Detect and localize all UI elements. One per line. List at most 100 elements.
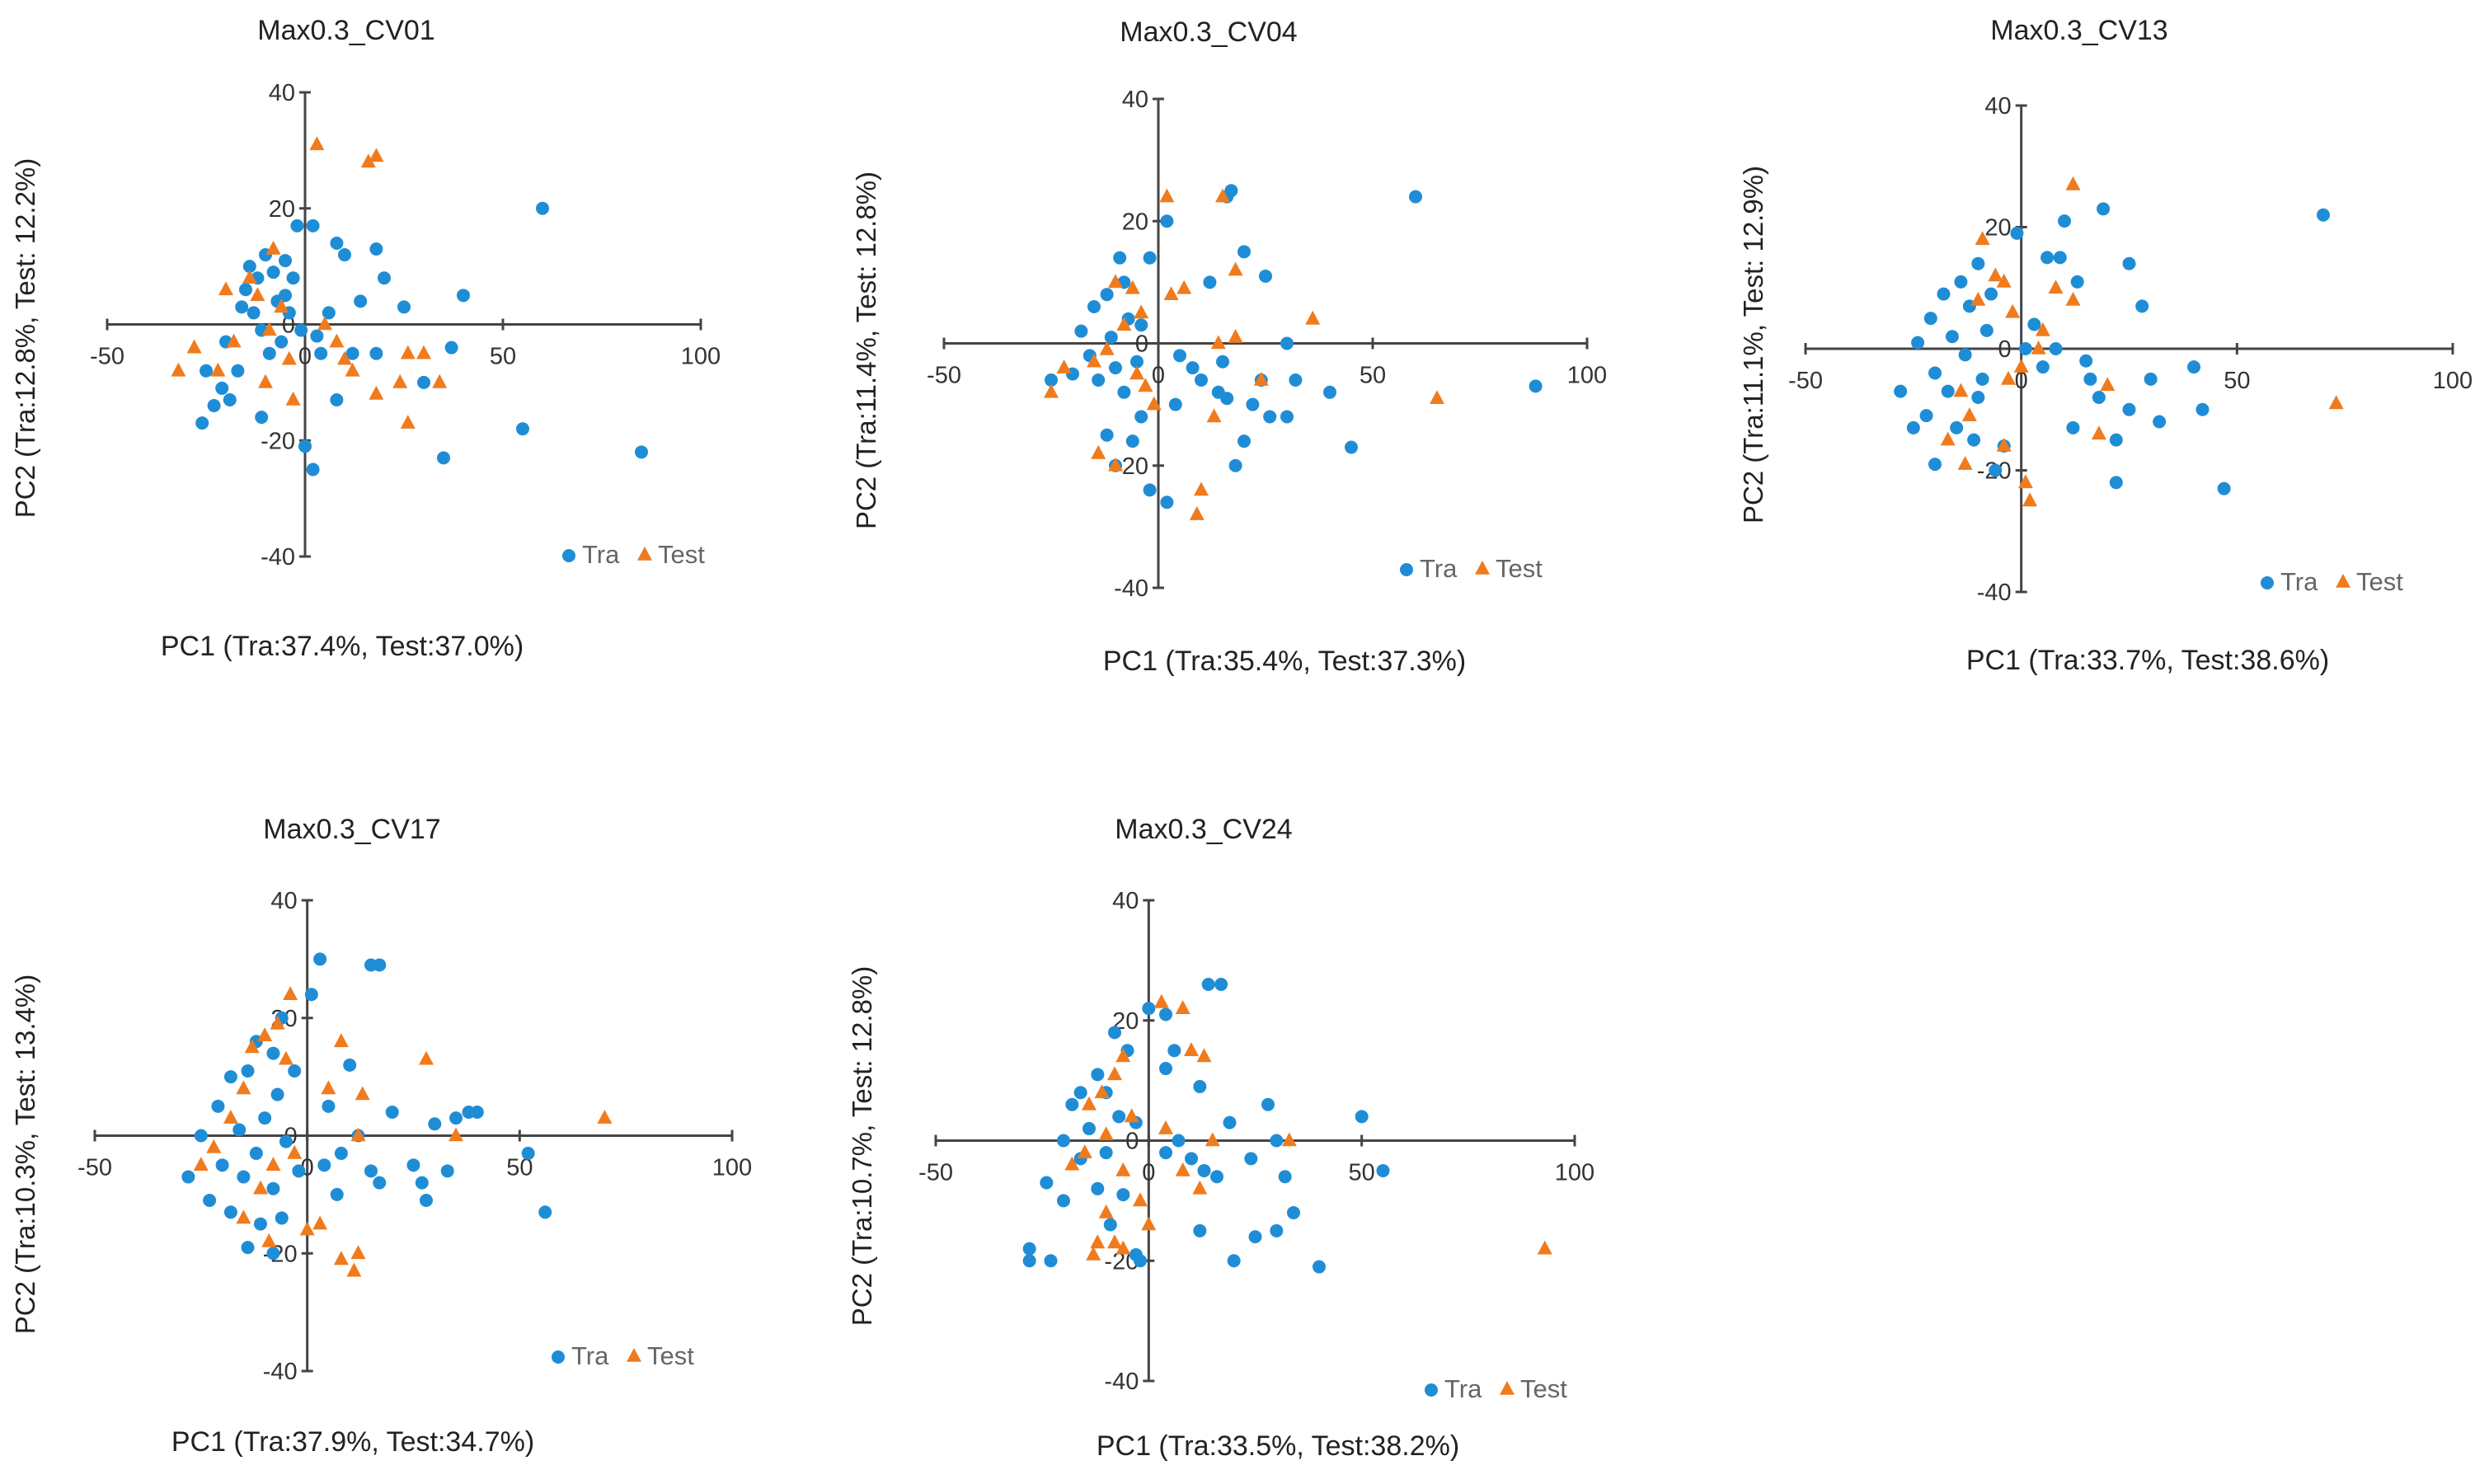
data-point-tra — [270, 1087, 284, 1101]
data-point-test — [1115, 1048, 1131, 1063]
data-point-test — [1281, 1132, 1297, 1147]
data-point-test — [1141, 1216, 1157, 1231]
data-point-tra — [2122, 402, 2136, 416]
x-axis-label: PC1 (Tra:37.4%, Test:37.0%) — [161, 631, 524, 662]
x-tick-label: 100 — [712, 1155, 752, 1181]
data-point-tra — [322, 306, 336, 320]
data-point-test — [2017, 474, 2033, 489]
legend-marker-tra — [562, 549, 575, 562]
data-point-tra — [181, 1170, 195, 1184]
data-point-tra — [310, 329, 324, 343]
data-point-tra — [1040, 1176, 1054, 1190]
data-point-tra — [313, 952, 327, 966]
legend-label-test: Test — [647, 1341, 694, 1370]
legend-marker-tra — [1425, 1383, 1438, 1397]
data-point-test — [2048, 279, 2064, 294]
legend-label-test: Test — [1520, 1374, 1567, 1403]
y-tick-label: 20 — [1984, 215, 2011, 242]
data-point-tra — [1113, 251, 1127, 265]
legend-marker-tra — [1400, 563, 1413, 576]
series-test — [171, 136, 448, 429]
data-point-tra — [1022, 1254, 1036, 1268]
data-point-tra — [1937, 287, 1951, 301]
data-point-tra — [2018, 342, 2032, 355]
data-point-tra — [1928, 458, 1942, 472]
panel-title: Max0.3_CV24 — [1115, 814, 1292, 845]
data-point-tra — [2195, 402, 2210, 416]
data-point-tra — [1073, 1086, 1087, 1100]
data-point-test — [1098, 1126, 1114, 1140]
data-point-tra — [1092, 373, 1106, 387]
legend-label-test: Test — [658, 540, 705, 569]
data-point-tra — [1160, 495, 1174, 510]
y-tick-label: 20 — [269, 196, 295, 223]
data-point-test — [1138, 378, 1153, 392]
data-point-tra — [275, 1211, 289, 1225]
data-point-tra — [2083, 372, 2097, 386]
y-tick-label: 0 — [1998, 336, 2012, 363]
legend-marker-test — [1500, 1381, 1515, 1395]
data-point-tra — [1099, 1146, 1113, 1160]
data-point-test — [312, 1215, 328, 1230]
data-point-tra — [406, 1158, 420, 1172]
series-tra — [1894, 202, 2330, 495]
data-point-tra — [286, 271, 300, 285]
data-point-tra — [330, 236, 344, 250]
x-axis-label: PC1 (Tra:37.9%, Test:34.7%) — [171, 1426, 534, 1458]
data-point-test — [1098, 1204, 1114, 1219]
x-tick-label: 100 — [1555, 1160, 1594, 1186]
data-point-test — [2065, 176, 2081, 190]
data-point-tra — [1172, 1134, 1186, 1148]
data-point-test — [1107, 1234, 1122, 1249]
data-point-tra — [1159, 1146, 1172, 1160]
data-point-test — [1094, 1084, 1110, 1098]
data-point-test — [274, 298, 289, 313]
data-point-test — [360, 153, 376, 168]
data-point-tra — [1971, 256, 1985, 270]
data-point-tra — [200, 364, 213, 378]
data-point-tra — [1280, 410, 1294, 424]
data-point-tra — [1261, 1097, 1275, 1111]
data-point-tra — [1376, 1163, 1390, 1177]
data-point-tra — [1263, 410, 1277, 424]
series-test — [193, 986, 613, 1277]
y-tick-label: -20 — [261, 428, 295, 454]
data-point-test — [333, 1251, 349, 1266]
data-point-tra — [419, 1194, 433, 1208]
data-point-tra — [1117, 385, 1131, 399]
data-point-test — [261, 1233, 277, 1247]
data-point-tra — [1201, 978, 1215, 992]
panel-title: Max0.3_CV01 — [257, 15, 434, 46]
data-point-tra — [2027, 317, 2041, 331]
y-axis-label: PC2 (Tra:10.3%, Test: 13.4%) — [10, 974, 40, 1335]
data-point-tra — [1108, 1026, 1121, 1040]
data-point-tra — [1142, 1002, 1156, 1016]
data-point-tra — [1906, 420, 1920, 434]
y-tick-label: -40 — [263, 1359, 298, 1385]
data-point-tra — [1259, 269, 1272, 283]
data-point-test — [236, 1209, 251, 1224]
data-point-tra — [195, 416, 209, 430]
data-point-tra — [536, 201, 549, 215]
data-point-test — [258, 373, 273, 388]
data-point-tra — [304, 988, 318, 1002]
data-point-tra — [215, 381, 229, 395]
data-point-test — [1108, 457, 1123, 472]
data-point-tra — [2122, 256, 2136, 270]
data-point-test — [1953, 383, 1969, 397]
data-point-test — [400, 345, 416, 359]
data-point-test — [253, 1180, 268, 1195]
legend: Tra Test — [2261, 567, 2403, 596]
data-point-test — [2100, 377, 2116, 392]
data-point-tra — [364, 1164, 378, 1178]
data-point-test — [1125, 279, 1140, 294]
data-point-test — [1940, 431, 1956, 446]
data-point-tra — [298, 439, 312, 453]
data-point-test — [1107, 1066, 1122, 1081]
data-point-tra — [1203, 275, 1217, 289]
data-point-tra — [266, 1181, 280, 1195]
legend-marker-tra — [2261, 576, 2274, 589]
data-point-tra — [255, 411, 269, 425]
data-point-test — [392, 373, 408, 388]
data-point-tra — [1919, 409, 1933, 423]
